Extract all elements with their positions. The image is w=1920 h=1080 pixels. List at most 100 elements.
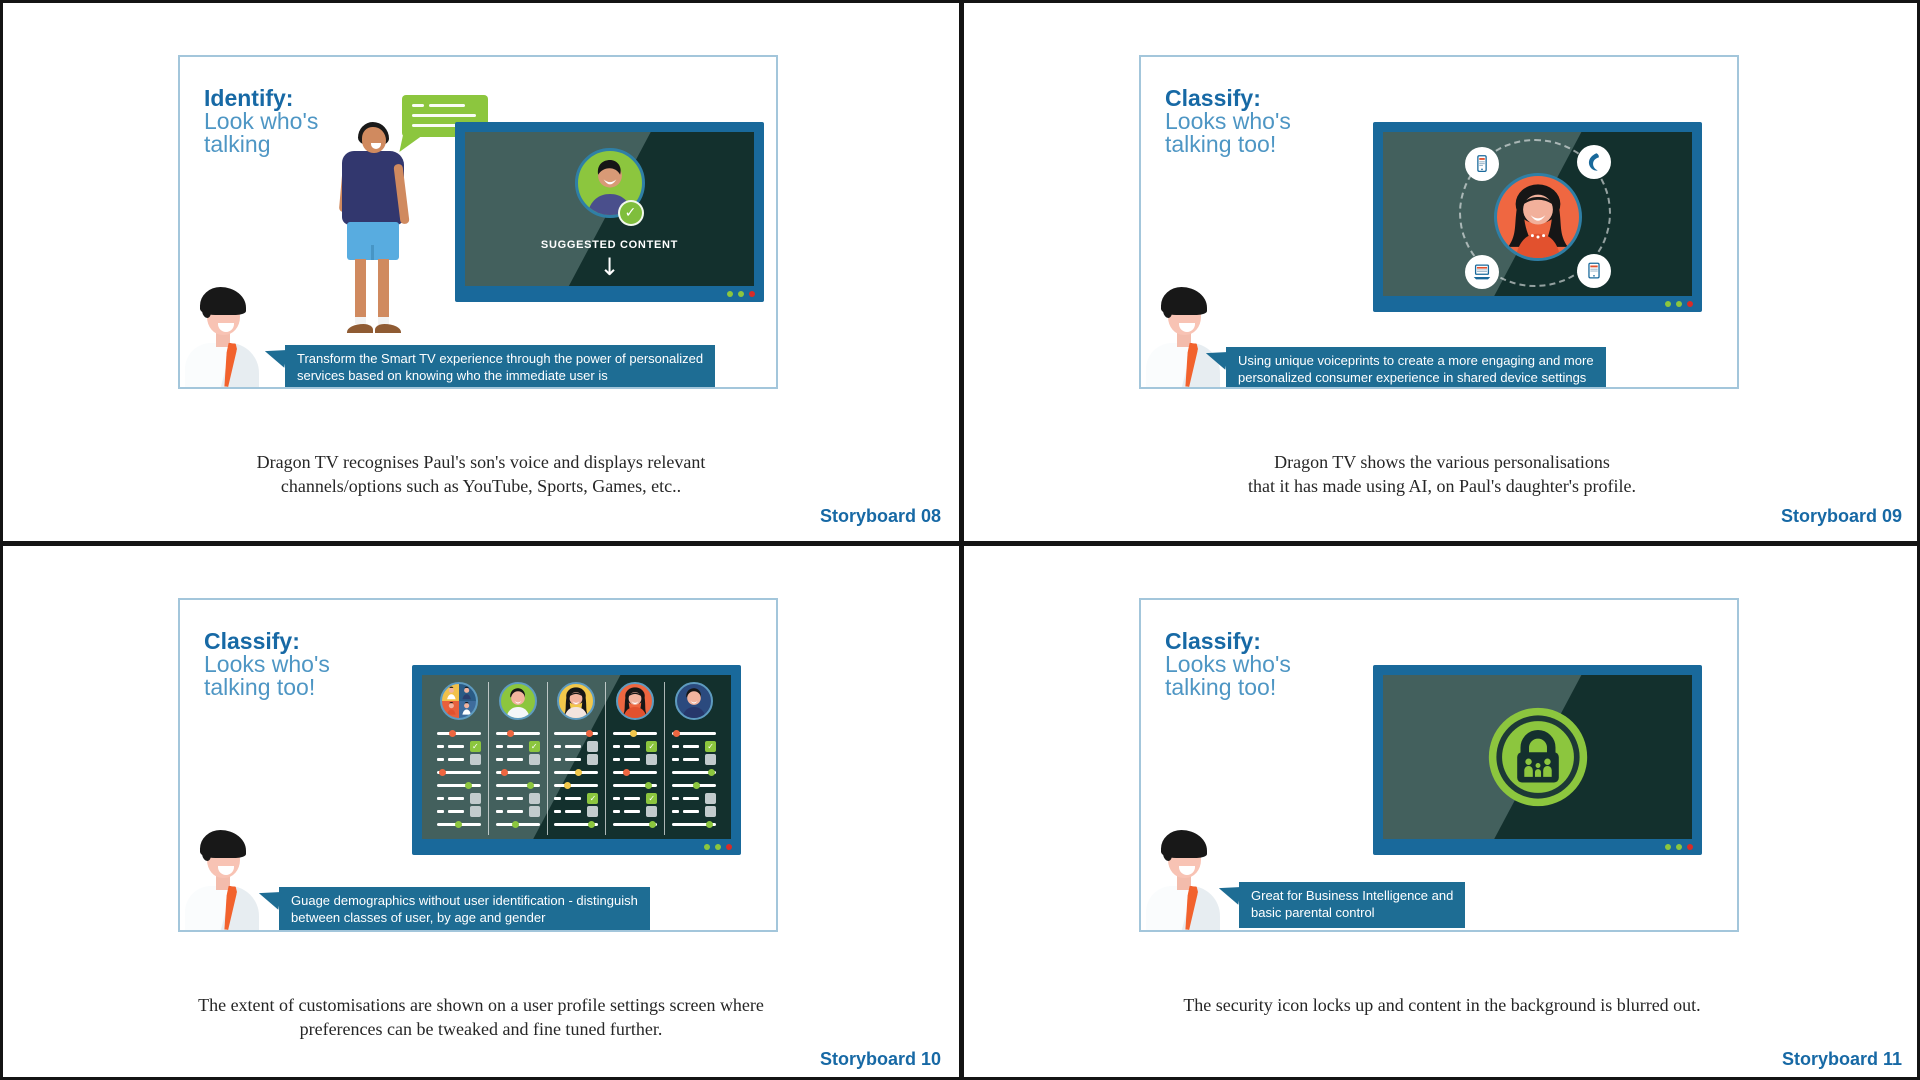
bubble-line <box>412 124 464 127</box>
setting-checkbox <box>672 753 717 766</box>
setting-slider <box>495 727 540 740</box>
bubble-line <box>429 104 465 107</box>
speech-bubble: Great for Business Intelligence and basi… <box>1239 882 1466 928</box>
daughter-avatar <box>1494 173 1582 261</box>
setting-checkbox: ✓ <box>554 792 599 805</box>
setting-checkbox: ✓ <box>672 740 717 753</box>
speech-bubble: Transform the Smart TV experience throug… <box>285 345 716 387</box>
boy-face <box>362 127 386 153</box>
profile-avatar <box>498 682 537 720</box>
tv-frame: ✓ ✓ ✓ ✓ ✓ ✓ <box>412 665 741 855</box>
slide-title-keyword: Classify: <box>1165 628 1261 654</box>
tablet-icon <box>1577 254 1611 288</box>
profile-settings-board: ✓ ✓ ✓ ✓ ✓ ✓ <box>422 675 731 839</box>
setting-checkbox: ✓ <box>436 740 481 753</box>
storyboard-number: Storyboard 09 <box>1780 506 1902 526</box>
setting-slider <box>554 779 599 792</box>
setting-slider <box>613 818 658 831</box>
laptop-icon <box>1465 255 1499 289</box>
setting-slider <box>672 779 717 792</box>
tv-screen <box>1383 675 1692 839</box>
man-neck <box>1177 876 1191 890</box>
slide-title-rest: Looks who's talking too! <box>1165 651 1291 700</box>
nuance-logo-icon <box>1577 145 1611 179</box>
boy-smile <box>371 143 381 149</box>
profile-avatar <box>439 682 478 720</box>
setting-checkbox <box>495 805 540 818</box>
man-shirt <box>1146 886 1220 930</box>
setting-checkbox <box>436 792 481 805</box>
man-hair <box>1161 287 1207 318</box>
smartphone-icon <box>1465 147 1499 181</box>
storyboard-panel-08: Identify: Look who's talking <box>3 3 956 536</box>
setting-checkbox <box>554 740 599 753</box>
tv-indicator-lights <box>704 844 732 850</box>
parental-lock-icon <box>1486 705 1590 809</box>
tv-frame: ✓ SUGGESTED CONTENT ↓ <box>455 122 764 302</box>
speech-bubble: Guage demographics without user identifi… <box>279 887 650 930</box>
slide-title-keyword: Classify: <box>204 628 300 654</box>
slide-title: Classify: Looks who's talking too! <box>1165 630 1291 699</box>
setting-checkbox <box>436 805 481 818</box>
tv-frame <box>1373 665 1702 855</box>
storyboard-caption: The extent of customisations are shown o… <box>198 995 764 1039</box>
bubble-line <box>412 104 424 107</box>
tv-screen <box>1383 132 1692 296</box>
man-shirt <box>185 886 259 930</box>
slide-title-keyword: Classify: <box>1165 85 1261 111</box>
presenter-man <box>185 826 259 930</box>
speech-bubble: Using unique voiceprints to create a mor… <box>1226 347 1606 387</box>
boy-shoe <box>347 324 373 333</box>
slide-frame: Identify: Look who's talking <box>178 55 778 389</box>
presenter-man <box>1146 283 1220 387</box>
setting-slider <box>672 727 717 740</box>
setting-slider <box>613 727 658 740</box>
storyboard-panel-09: Classify: Looks who's talking too! <box>964 3 1917 536</box>
setting-slider <box>554 818 599 831</box>
down-arrow-icon: ↓ <box>599 253 620 281</box>
man-smile <box>1179 866 1195 875</box>
check-icon: ✓ <box>617 200 644 226</box>
setting-checkbox: ✓ <box>613 740 658 753</box>
grid-divider-horizontal <box>3 541 1917 546</box>
slide-frame: Classify: Looks who's talking too! <box>1139 598 1739 932</box>
setting-checkbox <box>672 805 717 818</box>
tv-screen: ✓ ✓ ✓ ✓ ✓ ✓ <box>422 675 731 839</box>
slide-title-keyword: Identify: <box>204 85 294 111</box>
storyboard-number: Storyboard 11 <box>1781 1049 1902 1069</box>
slide-title: Classify: Looks who's talking too! <box>1165 87 1291 156</box>
tv-screen: ✓ SUGGESTED CONTENT ↓ <box>465 132 754 286</box>
grid-divider-vertical <box>959 3 964 1077</box>
setting-slider <box>495 818 540 831</box>
setting-slider <box>613 766 658 779</box>
setting-slider <box>672 818 717 831</box>
setting-slider <box>436 766 481 779</box>
storyboard-number: Storyboard 10 <box>819 1049 941 1069</box>
setting-checkbox <box>554 753 599 766</box>
setting-slider <box>436 727 481 740</box>
tv-indicator-lights <box>727 291 755 297</box>
setting-checkbox <box>436 753 481 766</box>
boy-sock <box>355 317 366 324</box>
setting-checkbox <box>495 753 540 766</box>
setting-checkbox <box>495 792 540 805</box>
slide-title: Classify: Looks who's talking too! <box>204 630 330 699</box>
boy-shorts <box>347 222 399 260</box>
storyboard-caption: The security icon locks up and content i… <box>1183 995 1701 1015</box>
profile-avatar <box>616 682 655 720</box>
storyboard-panel-11: Classify: Looks who's talking too! <box>964 546 1917 1077</box>
setting-checkbox: ✓ <box>613 792 658 805</box>
slide-frame: Classify: Looks who's talking too! ✓ ✓ ✓ <box>178 598 778 932</box>
man-smile <box>218 323 234 332</box>
boy-leg <box>355 259 366 319</box>
setting-checkbox: ✓ <box>495 740 540 753</box>
profile-avatar <box>675 682 714 720</box>
setting-slider <box>436 818 481 831</box>
storyboard-panel-10: Classify: Looks who's talking too! ✓ ✓ ✓ <box>3 546 956 1077</box>
profile-column: ✓ <box>546 682 606 835</box>
profile-column: ✓ ✓ <box>605 682 664 835</box>
man-hair <box>1161 830 1207 861</box>
boy-character <box>338 122 410 334</box>
setting-checkbox <box>613 753 658 766</box>
